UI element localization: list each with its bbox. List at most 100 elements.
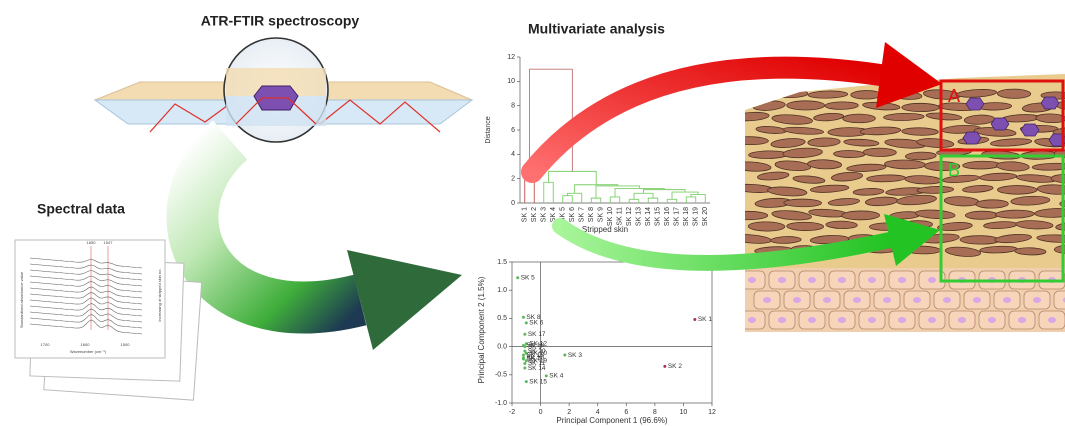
dendrogram-link	[568, 193, 582, 203]
score-point	[523, 362, 526, 365]
nucleus	[823, 297, 831, 303]
corneocyte	[842, 211, 880, 220]
score-point	[525, 321, 528, 324]
y-axis-title: Distance	[485, 116, 492, 143]
point-label: SK 3	[568, 352, 582, 359]
point-label: SK 19	[529, 357, 547, 364]
x-axis-title: Stripped skin	[582, 225, 628, 234]
y-tick-label: 2	[511, 176, 515, 183]
nucleus	[1018, 317, 1026, 323]
score-point	[522, 316, 525, 319]
nucleus	[838, 277, 846, 283]
corneocyte	[833, 150, 865, 158]
leaf-label: SK 20	[702, 207, 709, 226]
leaf-label: SK 14	[645, 207, 652, 226]
leaf-label: SK 15	[655, 207, 662, 226]
y-tick-label: 10	[507, 78, 515, 85]
leaf-label: SK 12	[626, 207, 633, 226]
nucleus	[853, 297, 861, 303]
nucleus	[1033, 297, 1041, 303]
point-label: SK 5	[521, 275, 535, 282]
nucleus	[1048, 317, 1056, 323]
score-point	[523, 333, 526, 336]
corneocyte	[730, 136, 768, 144]
nucleus	[793, 297, 801, 303]
skin-illustration	[727, 70, 1065, 338]
leaf-label: SK 17	[674, 207, 681, 226]
corneocyte	[997, 186, 1037, 195]
y-tick-label: -0.5	[495, 372, 507, 379]
nucleus	[763, 297, 771, 303]
leaf-label: SK 8	[588, 207, 595, 222]
nucleus	[778, 317, 786, 323]
score-point	[525, 380, 528, 383]
x-tick-label: 6	[624, 409, 628, 416]
leaf-label: SK 10	[607, 207, 614, 226]
leaf-label: SK 11	[617, 207, 624, 226]
peak-label: 1650	[87, 240, 97, 245]
y-tick-label: 12	[507, 54, 515, 61]
point-label: SK 1	[698, 316, 712, 323]
x-tick-label: 10	[680, 409, 688, 416]
y-tick-label: 6	[511, 127, 515, 134]
nucleus	[928, 277, 936, 283]
dendrogram-link	[591, 198, 601, 203]
y-tick-label: 4	[511, 151, 515, 158]
corneocyte	[784, 199, 822, 207]
point-label: SK 4	[549, 373, 563, 380]
analysis-title: Multivariate analysis	[528, 21, 665, 37]
graphical-abstract: Standardised absorbance valueWavenumber …	[0, 0, 1065, 426]
point-label: SK 17	[528, 331, 546, 338]
nucleus	[883, 297, 891, 303]
big-arrow-shaft	[192, 140, 360, 307]
dendrogram-link	[644, 190, 686, 194]
spectra-x-label: Wavenumber (cm⁻¹)	[70, 349, 107, 354]
score-point	[522, 356, 525, 359]
point-label: SK 8	[526, 314, 540, 321]
dendrogram-link	[629, 199, 639, 203]
score-point	[523, 367, 526, 370]
nucleus	[943, 297, 951, 303]
leaf-label: SK 16	[664, 207, 671, 226]
leaf-label: SK 3	[541, 207, 548, 222]
score-point	[693, 318, 696, 321]
leaf-label: SK 7	[579, 207, 586, 222]
y-tick-label: 0.0	[497, 343, 507, 350]
score-point	[545, 374, 548, 377]
nucleus	[913, 297, 921, 303]
corneocyte	[787, 101, 825, 110]
dendrogram-link	[610, 197, 620, 203]
spectral-title: Spectral data	[37, 201, 125, 217]
corneocyte	[825, 102, 858, 110]
x-tick-label: 4	[596, 409, 600, 416]
nucleus	[898, 277, 906, 283]
dendrogram-link	[563, 196, 573, 203]
nucleus	[898, 317, 906, 323]
background-layer	[95, 38, 472, 142]
nucleus	[838, 317, 846, 323]
region-a-label: A	[948, 86, 960, 106]
nucleus	[808, 317, 816, 323]
corneocyte	[851, 90, 882, 99]
dendrogram-link	[596, 186, 640, 198]
dendrogram-link	[544, 182, 554, 203]
nucleus	[1003, 297, 1011, 303]
corneocyte	[843, 114, 876, 123]
y-tick-label: -1.0	[495, 400, 507, 407]
leaf-label: SK 1	[522, 207, 529, 222]
corneocyte	[976, 200, 1009, 209]
leaf-label: SK 18	[683, 207, 690, 226]
point-label: SK 20	[528, 348, 546, 355]
region-b-label: B	[948, 160, 960, 180]
corneocyte	[727, 211, 767, 219]
dendrogram-link	[648, 198, 658, 203]
spectra-tick: 1500	[121, 342, 131, 347]
arrows	[192, 140, 462, 350]
y-tick-label: 8	[511, 103, 515, 110]
y-tick-label: 1.5	[497, 259, 507, 266]
nucleus	[808, 277, 816, 283]
corneocyte	[728, 92, 762, 100]
point-label: SK 15	[529, 378, 547, 385]
drug-crystal	[1041, 97, 1059, 109]
score-point	[522, 344, 525, 347]
